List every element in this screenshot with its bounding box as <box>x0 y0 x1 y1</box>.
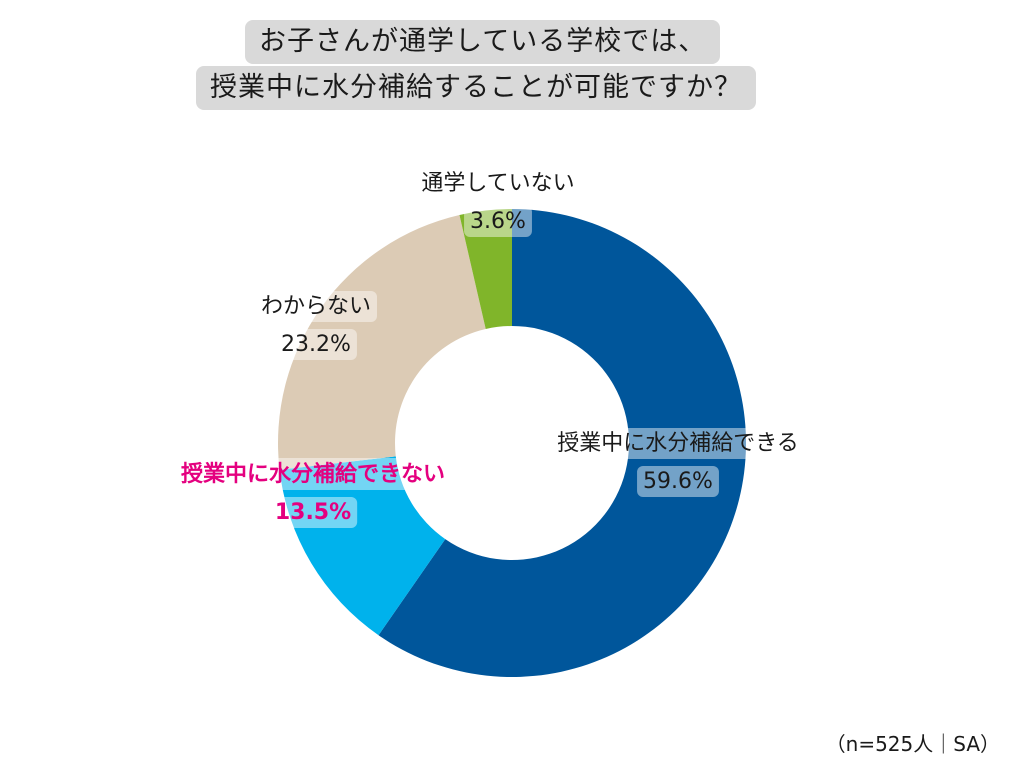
slice-label: 授業中に水分補給できない 13.5% <box>174 458 452 528</box>
donut-slices <box>278 209 747 678</box>
slice-label-background <box>254 291 378 322</box>
slice-label-background <box>637 466 719 497</box>
donut-slice <box>279 456 446 636</box>
donut-slice <box>378 209 747 678</box>
slice-label-name: 授業中に水分補給できない <box>181 461 445 487</box>
slice-label-value: 3.6% <box>470 209 526 234</box>
sample-size-note: （n=525人｜SA） <box>825 732 1000 756</box>
donut-slice <box>459 209 512 329</box>
slice-label-name: わからない <box>261 294 371 319</box>
slice-label: 授業中に水分補給できる 59.6% <box>551 428 805 497</box>
slice-label-value: 13.5% <box>275 500 351 525</box>
slice-label-background <box>174 458 452 490</box>
slice-label: わからない 23.2% <box>254 291 378 360</box>
slice-label-name: 授業中に水分補給できる <box>557 431 799 456</box>
slice-label-background <box>268 497 358 528</box>
chart-title-line-2: 授業中に水分補給することが可能ですか？ <box>196 66 756 110</box>
slice-label-value: 59.6% <box>643 469 713 494</box>
slice-labels: 授業中に水分補給できる 59.6% 授業中に水分補給できない 13.5% わからない 23… <box>174 168 805 528</box>
slice-label-background <box>275 329 357 360</box>
slice-label-background <box>551 428 805 459</box>
slice-label-value: 23.2% <box>281 332 351 357</box>
slice-label-background <box>415 168 581 199</box>
slice-label-background <box>464 206 532 237</box>
slice-label-name: 通学していない <box>421 171 574 196</box>
slice-label: 通学していない 3.6% <box>415 168 581 237</box>
chart-title-line-1: お子さんが通学している学校では、 <box>245 20 721 64</box>
donut-slice <box>278 214 486 470</box>
